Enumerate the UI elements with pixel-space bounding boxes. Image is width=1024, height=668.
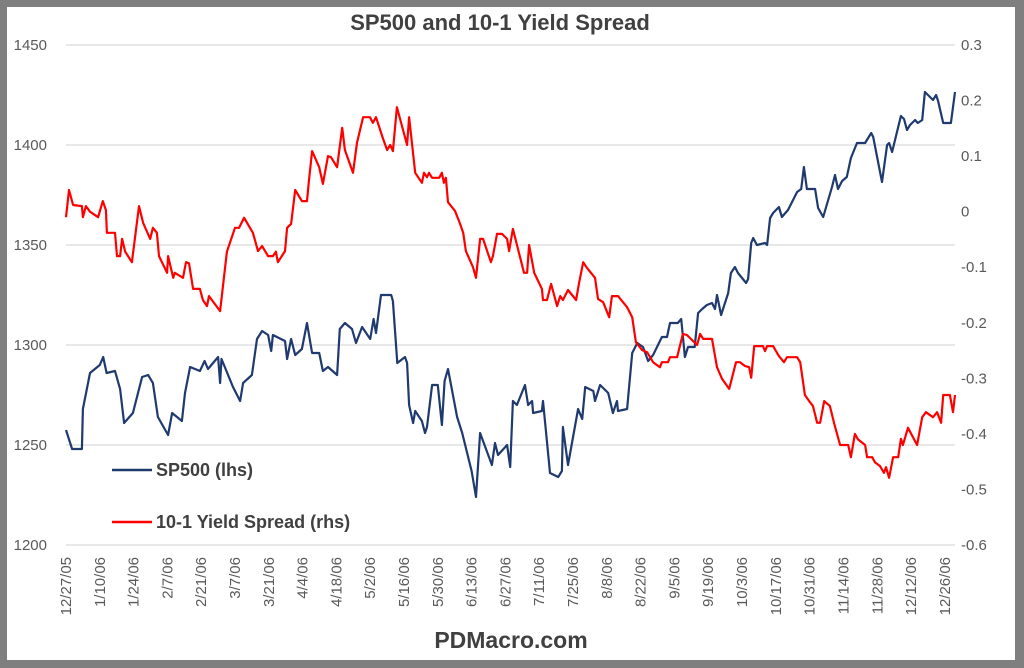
right-tick-label: -0.6 xyxy=(961,537,987,554)
right-axis: -0.6 -0.5 -0.4 -0.3 -0.2 -0.1 0 0.1 0.2 0.3 xyxy=(961,37,987,554)
x-tick-label: 1/24/06 xyxy=(126,557,143,607)
x-tick-label: 10/3/06 xyxy=(734,557,751,607)
series-line-sp500 xyxy=(64,90,957,499)
left-tick-label: 1300 xyxy=(14,337,47,354)
x-tick-label: 12/27/05 xyxy=(58,557,75,615)
x-tick-label: 4/18/06 xyxy=(328,557,345,607)
x-tick-label: 8/8/06 xyxy=(599,557,616,599)
right-tick-label: 0.3 xyxy=(961,37,982,54)
x-tick-label: 11/28/06 xyxy=(869,557,886,614)
series-lines xyxy=(64,90,957,499)
x-tick-label: 10/31/06 xyxy=(802,557,819,615)
x-tick-label: 7/11/06 xyxy=(531,557,548,606)
right-tick-label: 0 xyxy=(961,204,969,221)
left-axis: 1200 1250 1300 1350 1400 1450 xyxy=(14,37,47,554)
x-tick-label: 10/17/06 xyxy=(768,557,785,615)
x-tick-label: 6/27/06 xyxy=(497,557,514,607)
x-tick-label: 6/13/06 xyxy=(464,557,481,607)
x-tick-label: 5/2/06 xyxy=(362,557,379,599)
legend: SP500 (lhs) 10-1 Yield Spread (rhs) xyxy=(112,460,350,532)
x-tick-label: 12/26/06 xyxy=(937,557,954,615)
x-tick-label: 8/22/06 xyxy=(633,557,650,607)
x-tick-label: 4/4/06 xyxy=(295,557,312,599)
x-tick-label: 9/19/06 xyxy=(700,557,717,607)
x-axis: 12/27/05 1/10/06 1/24/06 2/7/06 2/21/06 3/7/0… xyxy=(58,557,954,615)
footer-source: PDMacro.com xyxy=(434,627,587,653)
right-tick-label: 0.2 xyxy=(961,93,982,110)
left-tick-label: 1200 xyxy=(14,537,47,554)
x-tick-label: 12/12/06 xyxy=(903,557,920,615)
left-tick-label: 1450 xyxy=(14,37,47,54)
x-tick-label: 1/10/06 xyxy=(92,557,109,607)
x-tick-label: 3/7/06 xyxy=(227,557,244,599)
chart-title: SP500 and 10-1 Yield Spread xyxy=(350,10,650,35)
right-tick-label: -0.3 xyxy=(961,370,987,387)
x-tick-label: 7/25/06 xyxy=(565,557,582,607)
legend-label-yield-spread: 10-1 Yield Spread (rhs) xyxy=(156,512,350,532)
x-tick-label: 5/16/06 xyxy=(396,557,413,607)
left-tick-label: 1400 xyxy=(14,137,47,154)
right-tick-label: -0.2 xyxy=(961,315,987,332)
x-tick-label: 2/21/06 xyxy=(193,557,210,607)
chart-frame xyxy=(7,7,1015,660)
right-tick-label: -0.5 xyxy=(961,481,987,498)
x-tick-label: 3/21/06 xyxy=(261,557,278,607)
left-tick-label: 1350 xyxy=(14,237,47,254)
x-tick-label: 2/7/06 xyxy=(159,557,176,599)
right-tick-label: 0.1 xyxy=(961,148,982,165)
right-tick-label: -0.4 xyxy=(961,426,987,443)
right-tick-label: -0.1 xyxy=(961,259,987,276)
x-tick-label: 5/30/06 xyxy=(430,557,447,607)
left-tick-label: 1250 xyxy=(14,437,47,454)
x-tick-label: 11/14/06 xyxy=(835,557,852,614)
legend-label-sp500: SP500 (lhs) xyxy=(156,460,253,480)
series-line-yield-spread xyxy=(64,106,957,479)
x-tick-label: 9/5/06 xyxy=(666,557,683,599)
